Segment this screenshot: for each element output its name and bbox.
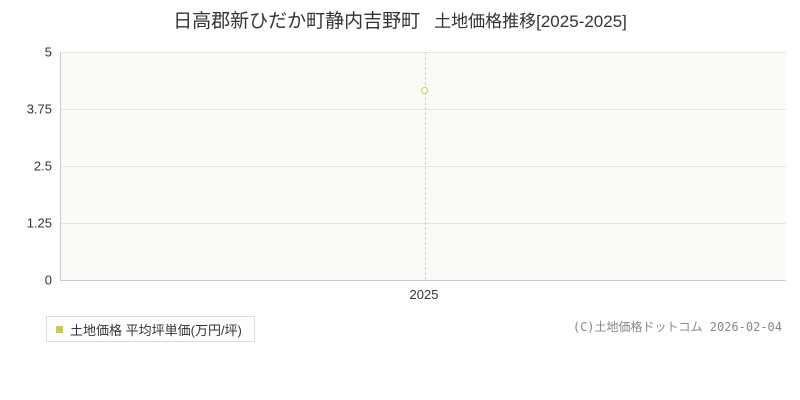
chart-title: 日高郡新ひだか町静内吉野町 土地価格推移[2025-2025]: [0, 6, 800, 33]
x-tick-label-2025: 2025: [409, 287, 439, 302]
vertical-gridline-2025: [425, 52, 426, 280]
legend: 土地価格 平均坪単価(万円/坪): [46, 316, 255, 342]
plot-area: [60, 52, 786, 281]
gridline-1-25: [61, 223, 786, 224]
y-tick-label-5: 5: [44, 44, 52, 60]
y-tick-label-1-25: 1.25: [26, 215, 52, 231]
gridline-2-5: [61, 166, 786, 167]
legend-swatch-icon: [56, 325, 63, 333]
title-sub: 土地価格推移[2025-2025]: [434, 12, 627, 31]
title-main: 日高郡新ひだか町静内吉野町: [173, 11, 421, 32]
y-axis: 5 3.75 2.5 1.25 0: [0, 45, 52, 288]
legend-label: 土地価格 平均坪単価(万円/坪): [70, 322, 242, 338]
gridline-3-75: [61, 109, 786, 110]
gridline-5: [61, 52, 786, 53]
credit-text: (C)土地価格ドットコム 2026-02-04: [572, 320, 782, 334]
y-tick-label-2-5: 2.5: [33, 158, 52, 174]
y-tick-label-0: 0: [44, 272, 52, 288]
data-point-2025: [421, 87, 428, 94]
y-tick-label-3-75: 3.75: [26, 101, 52, 117]
